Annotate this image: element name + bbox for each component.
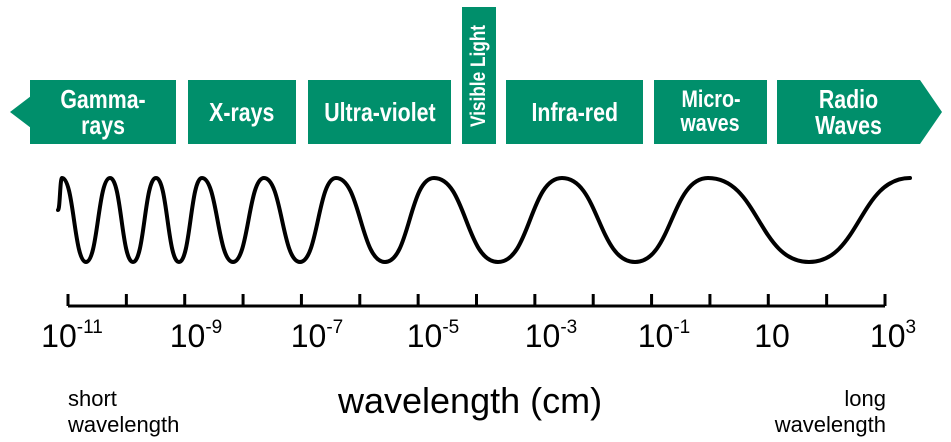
band-label-visible-light: Visible Light — [467, 24, 490, 127]
tick-label: 10-7 — [290, 317, 344, 354]
long-wavelength-label: long wavelength — [774, 386, 886, 437]
band-label-infra-red: Infra-red — [531, 97, 618, 127]
band-label-microwaves-line1: Micro- — [680, 86, 741, 113]
tick-label: 10-9 — [169, 317, 223, 354]
tick-label: 10-5 — [406, 317, 460, 354]
right-arrowhead — [920, 80, 942, 144]
axis-title: wavelength (cm) — [338, 380, 603, 421]
band-label-radio-waves: Radio Waves — [815, 84, 882, 140]
band-label-microwaves-line2: waves — [680, 110, 741, 137]
band-label-x-rays: X-rays — [209, 97, 275, 127]
tick-label: 10 — [754, 318, 790, 354]
wave-line — [56, 175, 912, 265]
band-label-gamma-rays: Gamma-rays — [60, 84, 146, 140]
band-label-ultra-violet: Ultra-violet — [323, 97, 436, 127]
tick-label: 10-11 — [41, 317, 103, 354]
band-ultra-violet: Ultra-violet — [308, 80, 451, 144]
tick-label: 10-3 — [524, 317, 578, 354]
axis-ticks — [66, 294, 887, 306]
band-radio-waves: Radio Waves — [777, 80, 920, 144]
band-gamma-rays: Gamma-rays — [30, 80, 176, 144]
tick-label: 103 — [869, 317, 917, 354]
band-visible-light: Visible Light — [462, 7, 496, 144]
band-microwaves: Micro- waves — [654, 80, 767, 144]
band-infra-red: Infra-red — [506, 80, 643, 144]
short-wavelength-label: short wavelength — [68, 386, 180, 437]
tick-label: 10-1 — [637, 317, 691, 354]
band-x-rays: X-rays — [188, 80, 296, 144]
